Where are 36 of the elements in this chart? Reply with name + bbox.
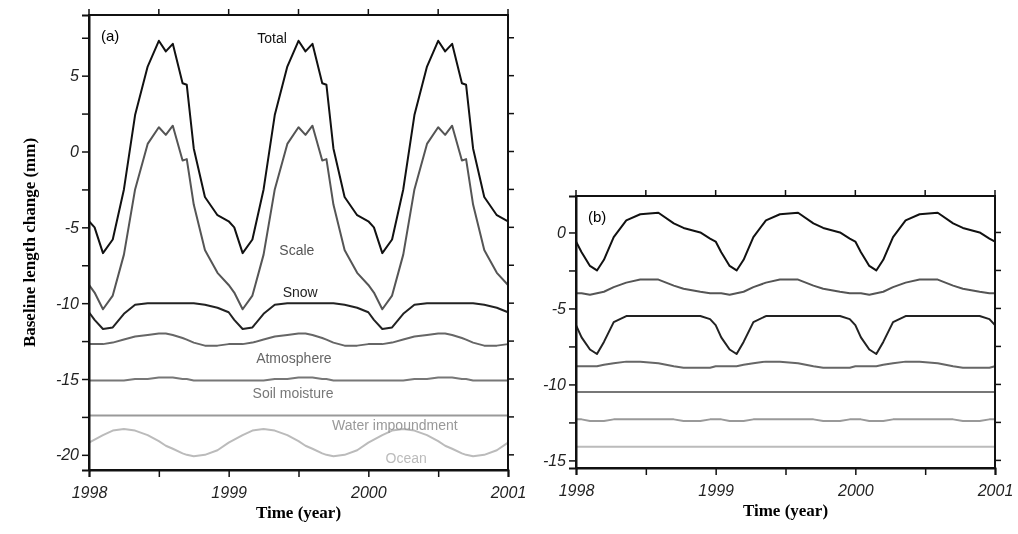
series-label: Ocean [385,450,427,467]
x-tick-label: 2001 [489,483,527,501]
series-label: Atmosphere [256,350,332,367]
x-tick-label: 2000 [837,481,874,499]
y-tick-label: -20 [55,446,80,464]
y-tick-label: -15 [55,370,80,388]
series-label: Scale [279,241,315,258]
line-series [88,332,509,347]
y-tick-label: 0 [70,143,80,161]
y-tick-label: -10 [542,376,567,394]
series-label: Water impoundment [332,416,458,433]
y-tick-label: -15 [542,452,567,470]
line-series [575,278,996,296]
legend-label: Total [257,30,287,47]
x-tick-label: 1998 [71,483,108,501]
series-label: Snow [282,284,319,301]
y-tick-label: -10 [55,294,80,312]
annotation: (b) [588,208,607,225]
x-tick-label: 1999 [211,483,248,501]
x-tick-label: 2001 [976,481,1014,499]
line-series [575,315,996,356]
y-axis-title: Baseline length change (mm) [20,137,39,348]
x-tick-label: 2000 [350,483,387,501]
y-tick-label: 5 [70,67,80,85]
y-tick-label: -5 [64,218,80,236]
series-label: Soil moisture [252,385,334,402]
line-series [88,124,509,311]
x-axis-title: Time (year) [255,503,342,522]
line-series [88,302,509,330]
x-axis-title: Time (year) [742,501,829,520]
annotation: (a) [101,27,120,44]
line-series [575,360,996,369]
x-tick-label: 1998 [558,481,595,499]
x-tick-label: 1999 [698,481,735,499]
y-tick-label: 0 [557,224,567,242]
y-tick-label: -5 [551,300,567,318]
